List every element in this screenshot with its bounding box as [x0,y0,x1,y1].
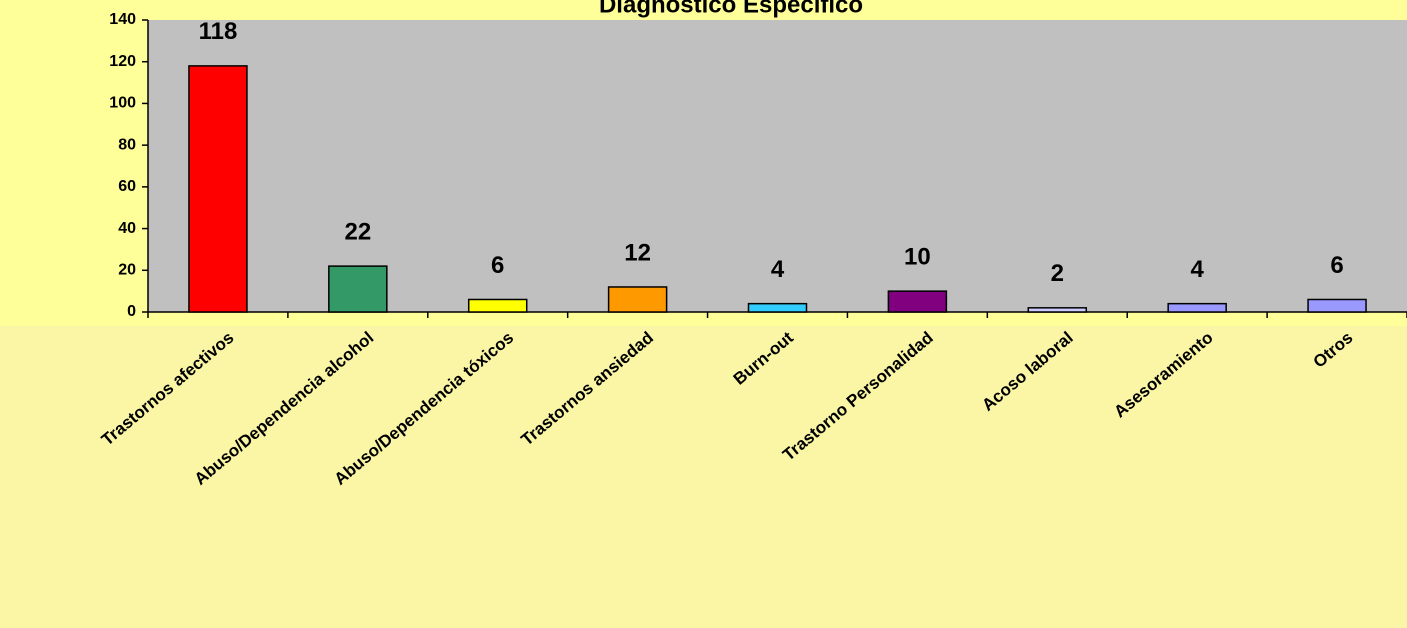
bar [188,65,248,313]
bar [467,298,528,313]
chart-title: Diagnóstico Específico [599,0,863,18]
value-label: 6 [1330,252,1343,279]
y-tick-label: 40 [118,220,136,237]
value-label: 2 [1051,260,1064,287]
bar [607,286,668,313]
bar [1167,302,1227,313]
background-bottom [0,326,1407,628]
value-label: 12 [624,239,651,266]
y-tick-label: 100 [109,95,136,112]
value-label: 10 [904,243,931,270]
value-label: 22 [344,218,371,245]
value-label: 118 [199,18,238,45]
value-label: 4 [1190,256,1204,283]
value-label: 4 [771,256,785,283]
y-tick-label: 20 [118,262,136,279]
y-tick-label: 140 [109,11,136,28]
bar [887,290,948,313]
value-label: 6 [491,252,504,279]
bar [1307,298,1367,313]
y-tick-label: 80 [118,136,136,153]
y-tick-label: 0 [127,303,136,320]
y-tick-label: 120 [109,53,136,70]
y-tick-label: 60 [118,178,136,195]
plot-area [148,20,1407,312]
bar [328,265,388,313]
bar [747,302,808,313]
bar [1027,307,1088,313]
